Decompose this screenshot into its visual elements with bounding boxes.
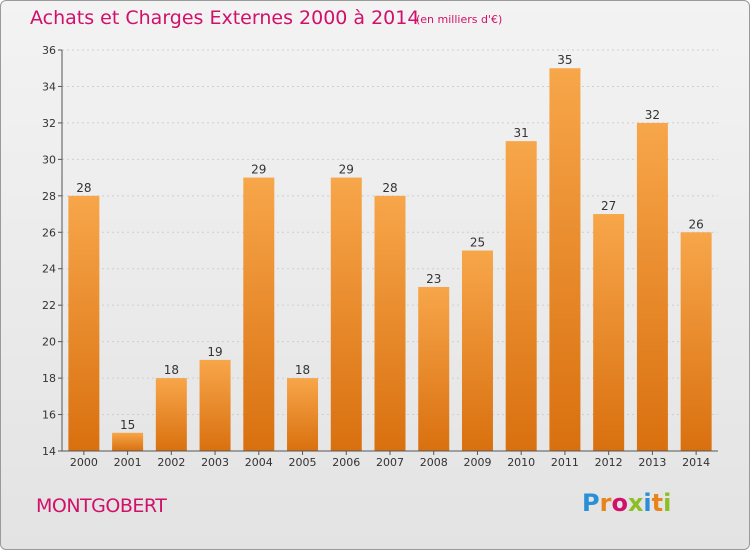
bar <box>243 177 275 451</box>
x-tick-label: 2014 <box>682 456 710 469</box>
bar <box>505 141 537 452</box>
y-tick-label: 22 <box>42 299 56 312</box>
data-label: 15 <box>120 418 135 432</box>
data-label: 18 <box>164 363 179 377</box>
bar <box>68 195 100 451</box>
x-tick-label: 2011 <box>551 456 579 469</box>
y-tick-label: 28 <box>42 190 56 203</box>
bar <box>418 286 450 451</box>
chart-title: Achats et Charges Externes 2000 à 2014 <box>30 7 420 29</box>
chart-unit: (en milliers d'€) <box>416 13 503 26</box>
data-label: 28 <box>382 181 397 195</box>
x-tick-label: 2000 <box>70 456 98 469</box>
y-tick-label: 18 <box>42 372 56 385</box>
data-label: 29 <box>339 163 354 177</box>
y-tick-label: 16 <box>42 409 56 422</box>
bar <box>330 177 362 451</box>
x-tick-label: 2006 <box>332 456 360 469</box>
bars <box>68 68 712 452</box>
bar <box>155 378 187 451</box>
bar <box>461 250 493 451</box>
x-tick-label: 2009 <box>463 456 491 469</box>
y-tick-label: 24 <box>42 263 56 276</box>
bar <box>112 432 144 451</box>
data-label: 23 <box>426 272 441 286</box>
labels: 28 15 18 19 29 18 29 28 23 25 31 35 27 32 26 <box>76 53 704 432</box>
y-tick-label: 30 <box>42 153 56 166</box>
y-tick-label: 20 <box>42 336 56 349</box>
bar <box>549 68 581 452</box>
commune-name: MONTGOBERT <box>36 495 167 517</box>
data-label: 35 <box>557 53 572 67</box>
data-label: 29 <box>251 163 266 177</box>
y-tick-label: 36 <box>42 44 56 57</box>
logo-letter: t <box>651 489 664 517</box>
data-label: 28 <box>76 181 91 195</box>
bar <box>593 214 625 451</box>
x-tick-label: 2003 <box>201 456 229 469</box>
x-tick-label: 2005 <box>289 456 317 469</box>
bar <box>636 122 668 451</box>
logo-letter: r <box>599 489 612 517</box>
x-tick-label: 2004 <box>245 456 273 469</box>
bar <box>680 232 712 451</box>
x-tick-label: 2013 <box>638 456 666 469</box>
bar <box>287 378 319 451</box>
y-tick-label: 32 <box>42 117 56 130</box>
data-label: 31 <box>514 126 529 140</box>
x-tick-label: 2002 <box>157 456 185 469</box>
x-tick-label: 2008 <box>420 456 448 469</box>
data-label: 18 <box>295 363 310 377</box>
bar <box>199 359 231 451</box>
x-tick-label: 2001 <box>114 456 142 469</box>
logo-letter: i <box>663 489 672 517</box>
data-label: 19 <box>207 345 222 359</box>
y-tick-label: 34 <box>42 80 56 93</box>
data-label: 26 <box>688 217 703 231</box>
x-tick-label: 2010 <box>507 456 535 469</box>
y-tick-label: 26 <box>42 226 56 239</box>
x-tick-label: 2012 <box>595 456 623 469</box>
proxiti-logo: Proxiti <box>582 489 671 517</box>
axes: 14 16 18 20 22 24 26 28 30 32 34 36 2000 2001 2002 2003… <box>42 44 718 469</box>
logo-letter: P <box>582 489 600 517</box>
data-label: 25 <box>470 236 485 250</box>
data-label: 32 <box>645 108 660 122</box>
logo-letter: i <box>643 489 652 517</box>
logo-letter: x <box>627 489 644 517</box>
data-label: 27 <box>601 199 616 213</box>
logo-letter: o <box>611 489 628 517</box>
x-tick-label: 2007 <box>376 456 404 469</box>
y-tick-label: 14 <box>42 445 56 458</box>
bar <box>374 195 406 451</box>
